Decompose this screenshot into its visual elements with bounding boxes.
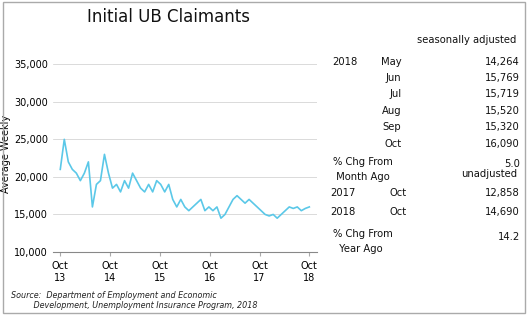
Text: 2017: 2017 [330,188,355,198]
Text: May: May [381,57,401,67]
Text: 2018: 2018 [330,207,355,217]
Text: 16,090: 16,090 [485,139,520,149]
Text: Source:  Department of Employment and Economic
         Development, Unemploymen: Source: Department of Employment and Eco… [11,291,257,310]
Text: Oct: Oct [384,139,401,149]
Text: Sep: Sep [383,122,401,132]
Text: % Chg From: % Chg From [333,157,392,167]
Text: 14,264: 14,264 [485,57,520,67]
Y-axis label: Average Weekly: Average Weekly [1,115,11,193]
Text: 15,320: 15,320 [485,122,520,132]
Text: 14,690: 14,690 [485,207,520,217]
Text: unadjusted: unadjusted [461,169,517,179]
Text: Jul: Jul [389,89,401,100]
Text: 12,858: 12,858 [485,188,520,198]
Text: Jun: Jun [385,73,401,83]
Text: Year Ago: Year Ago [333,244,382,254]
Text: seasonally adjusted: seasonally adjusted [418,35,517,45]
Text: 15,769: 15,769 [485,73,520,83]
Text: 5.0: 5.0 [504,159,520,169]
Text: 2018: 2018 [333,57,358,67]
Text: % Chg From: % Chg From [333,229,392,239]
Text: 14.2: 14.2 [498,232,520,242]
Text: Aug: Aug [382,106,401,116]
Text: Oct: Oct [390,207,407,217]
Text: Initial UB Claimants: Initial UB Claimants [88,8,250,26]
Text: 15,719: 15,719 [485,89,520,100]
Text: Oct: Oct [390,188,407,198]
Text: Month Ago: Month Ago [333,172,389,182]
Text: 15,520: 15,520 [485,106,520,116]
